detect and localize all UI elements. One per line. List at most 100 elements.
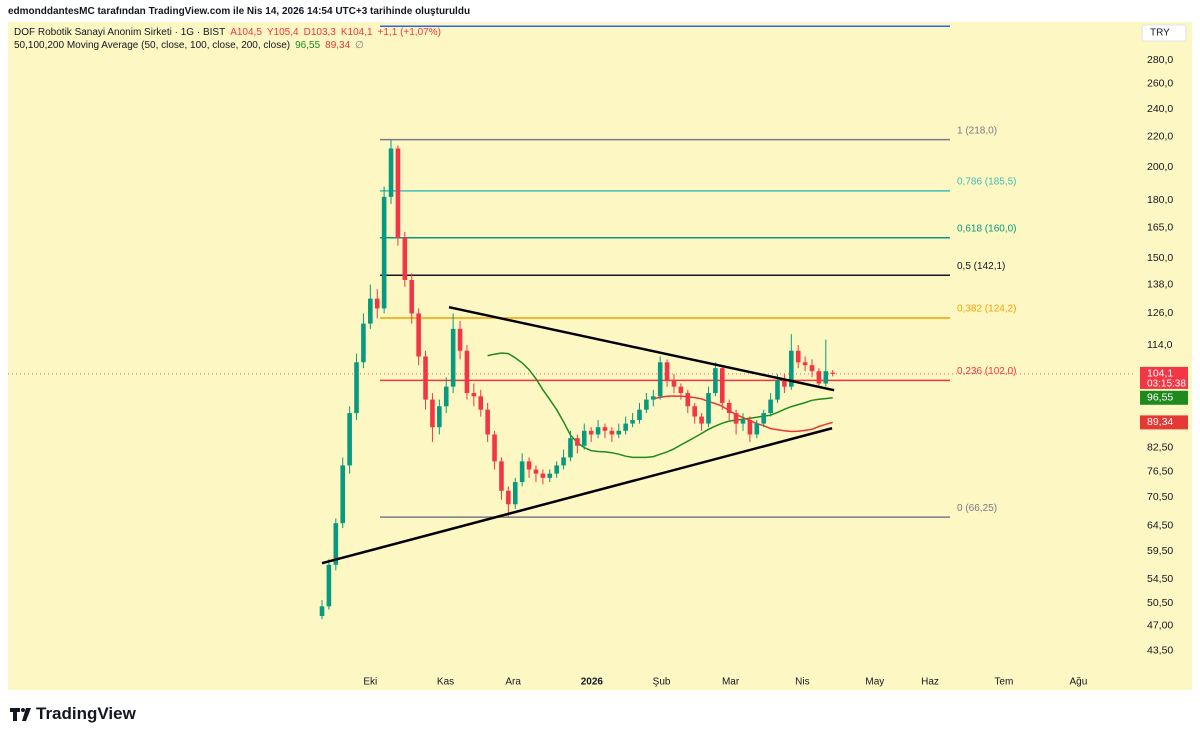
candle-body [568, 438, 573, 458]
candle-body [733, 413, 739, 424]
candle-body [719, 368, 725, 403]
candle-body [809, 365, 815, 372]
candle-body [664, 362, 670, 381]
candle-body [416, 313, 421, 357]
ohlc-low: D103,3 [303, 27, 336, 38]
candle-body [519, 461, 525, 483]
y-tick-label: 64,50 [1147, 519, 1173, 531]
candle-body [761, 413, 767, 424]
candle-body [381, 196, 387, 309]
price-box [1140, 366, 1188, 389]
candle-body [650, 396, 656, 400]
x-tick-label: 2026 [581, 677, 604, 688]
candle-body [740, 420, 746, 424]
candle-body [644, 399, 649, 410]
y-tick-label: 200,0 [1147, 161, 1173, 173]
y-tick-label: 150,0 [1147, 252, 1173, 264]
candle-body [754, 423, 760, 435]
candle-body [623, 423, 628, 431]
candle-body [685, 393, 691, 407]
candle-body [326, 564, 332, 607]
y-tick-label: 50,50 [1147, 597, 1173, 609]
tradingview-logo [10, 708, 31, 721]
ma-box-label: 96,55 [1147, 392, 1173, 404]
candle-body [402, 237, 408, 281]
candle-body [499, 461, 504, 491]
y-tick-label: 165,0 [1147, 222, 1173, 234]
y-tick-label: 138,0 [1147, 278, 1173, 290]
ohlc-open: A104,5 [230, 27, 262, 38]
x-tick-label: Kas [437, 677, 454, 688]
candle-body [713, 368, 718, 394]
y-tick-label: 54,50 [1147, 573, 1173, 585]
symbol-title: DOF Robotik Sanayi Anonim Sirketi · 1G ·… [14, 27, 226, 38]
candle-body [361, 323, 366, 363]
candle-body [830, 372, 836, 374]
candle-body [395, 148, 401, 238]
ma-empty: ∅ [355, 40, 364, 51]
x-tick-label: Şub [653, 677, 671, 688]
candle-body [802, 362, 808, 366]
trendline [321, 427, 833, 565]
x-tick-label: Ara [505, 677, 521, 688]
x-tick-label: Ağu [1070, 677, 1088, 688]
y-tick-label: 59,50 [1147, 545, 1173, 557]
legend-indicator: 50,100,200 Moving Average (50, close, 10… [14, 40, 364, 51]
fib-label: 0,786 (185,5) [957, 176, 1017, 187]
candle-body [554, 465, 559, 474]
x-tick-label: Tem [994, 677, 1013, 688]
countdown: 03:15:38 [1147, 379, 1186, 390]
candle-body [588, 430, 594, 435]
candle-body [775, 380, 780, 400]
y-tick-label: 82,50 [1147, 441, 1173, 453]
legend-symbol: DOF Robotik Sanayi Anonim Sirketi · 1G ·… [14, 27, 441, 38]
candle-body [430, 399, 435, 428]
candle-body [782, 380, 787, 387]
candle-body [319, 606, 325, 616]
candle-body [595, 427, 601, 435]
candle-body [457, 328, 463, 351]
price-label: 104,1 [1147, 368, 1173, 380]
y-tick-label: 280,0 [1147, 54, 1173, 66]
candle-body [374, 298, 380, 309]
x-tick-label: Haz [921, 677, 939, 688]
candle-body [726, 402, 732, 414]
ohlc-close: K104,1 [340, 27, 373, 38]
currency: TRY [1150, 28, 1170, 39]
ma-value: 89,34 [325, 40, 351, 51]
x-tick-label: Eki [363, 677, 377, 688]
y-tick-label: 70,50 [1147, 491, 1173, 503]
ma-value: 96,55 [295, 40, 321, 51]
y-tick-label: 240,0 [1147, 103, 1173, 115]
y-tick-label: 114,0 [1147, 339, 1173, 351]
candle-body [609, 430, 615, 435]
candle-body [692, 406, 697, 417]
candle-body [789, 350, 794, 387]
fib-label: 0,5 (142,1) [957, 261, 1005, 272]
candle-body [657, 362, 663, 397]
candle-body [506, 490, 511, 505]
candle-body [512, 482, 518, 505]
candle-body [616, 430, 622, 435]
ma-box [1140, 415, 1188, 430]
fib-label: 0,382 (124,2) [957, 304, 1017, 315]
candle-body [437, 406, 442, 428]
indicator-title: 50,100,200 Moving Average (50, close, 10… [14, 40, 291, 51]
candle-body [423, 356, 428, 400]
fib-label: 0 (66,25) [957, 503, 997, 514]
candle-body [333, 523, 339, 565]
candle-body [347, 413, 352, 466]
candle-body [561, 457, 566, 466]
ma-box-label: 89,34 [1147, 416, 1173, 428]
candle-body [540, 473, 546, 478]
candle-body [575, 438, 580, 446]
candle-body [340, 465, 346, 524]
candle-body [485, 409, 490, 435]
candle-body [443, 386, 449, 407]
candle-body [630, 420, 635, 424]
candle-body [450, 328, 456, 387]
change: +1,1 (+1,07%) [377, 27, 441, 38]
fib-label: 0,236 (102,0) [957, 366, 1017, 377]
